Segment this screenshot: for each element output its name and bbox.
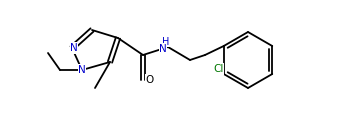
Text: N: N [70, 43, 78, 53]
Text: N: N [78, 65, 86, 75]
Text: O: O [146, 75, 154, 85]
Text: N: N [159, 44, 167, 54]
Text: H: H [162, 37, 170, 47]
Text: Cl: Cl [213, 64, 224, 74]
